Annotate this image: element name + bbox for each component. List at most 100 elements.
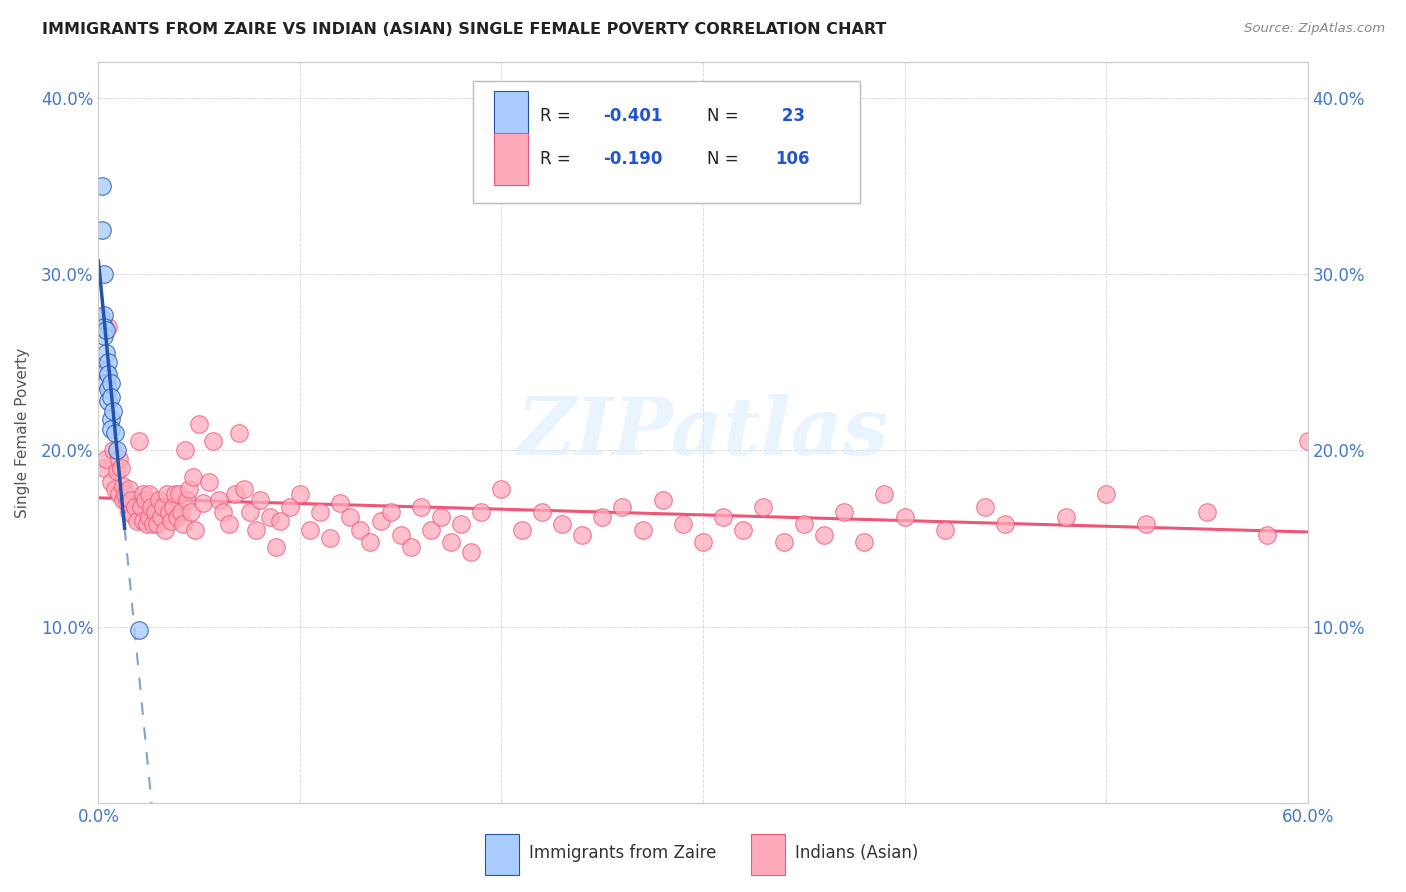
Point xyxy=(692,535,714,549)
Point xyxy=(218,517,240,532)
Point xyxy=(163,487,186,501)
Point xyxy=(430,510,453,524)
Point xyxy=(96,323,118,337)
Point xyxy=(100,390,122,404)
Point xyxy=(100,475,122,489)
Point xyxy=(181,469,204,483)
Point xyxy=(97,393,120,408)
Point xyxy=(100,422,122,436)
Text: 23: 23 xyxy=(776,108,804,126)
Point xyxy=(184,523,207,537)
Point xyxy=(420,523,443,537)
Point xyxy=(176,492,198,507)
Point xyxy=(101,443,124,458)
Point xyxy=(491,482,513,496)
Point xyxy=(111,478,134,492)
Point xyxy=(349,523,371,537)
Point xyxy=(239,505,262,519)
Point xyxy=(232,482,254,496)
Point xyxy=(105,464,128,478)
Point xyxy=(138,487,160,501)
Point xyxy=(139,500,162,514)
Point xyxy=(612,500,634,514)
Point xyxy=(1195,505,1218,519)
Point xyxy=(97,355,120,369)
Point xyxy=(974,500,997,514)
Point xyxy=(380,505,402,519)
Point xyxy=(135,517,157,532)
Point xyxy=(672,517,695,532)
Point xyxy=(409,500,432,514)
Point xyxy=(96,376,118,391)
Text: -0.401: -0.401 xyxy=(603,108,662,126)
Point xyxy=(180,505,202,519)
Point xyxy=(146,517,169,532)
Point xyxy=(93,308,115,322)
Point xyxy=(470,505,492,519)
Point xyxy=(118,482,141,496)
Point xyxy=(91,223,114,237)
Point xyxy=(125,514,148,528)
Point xyxy=(873,487,896,501)
Point xyxy=(934,523,956,537)
Point xyxy=(460,545,482,559)
Text: 106: 106 xyxy=(776,150,810,168)
Point xyxy=(110,461,132,475)
Point xyxy=(132,487,155,501)
Point xyxy=(97,319,120,334)
Point xyxy=(994,517,1017,532)
Point xyxy=(1054,510,1077,524)
Point xyxy=(188,417,211,431)
Point xyxy=(631,523,654,537)
Point xyxy=(107,487,129,501)
Point xyxy=(772,535,794,549)
Point xyxy=(162,500,184,514)
Point xyxy=(370,514,392,528)
Point xyxy=(93,461,115,475)
Point xyxy=(193,496,215,510)
Point xyxy=(1256,528,1278,542)
Point xyxy=(120,492,142,507)
Point xyxy=(93,328,115,343)
Text: N =: N = xyxy=(707,150,744,168)
Point xyxy=(118,505,141,519)
Point xyxy=(319,532,342,546)
Point xyxy=(148,492,170,507)
Point xyxy=(1095,487,1118,501)
Point xyxy=(103,425,125,440)
Point xyxy=(156,487,179,501)
Bar xyxy=(494,133,527,185)
Point xyxy=(103,482,125,496)
Point xyxy=(93,267,115,281)
Point xyxy=(105,443,128,458)
Point xyxy=(128,623,150,637)
FancyBboxPatch shape xyxy=(474,81,860,203)
Point xyxy=(143,505,166,519)
Point xyxy=(172,517,194,532)
Bar xyxy=(751,834,785,875)
Point xyxy=(651,492,673,507)
Point xyxy=(134,492,156,507)
Bar xyxy=(485,834,519,875)
Point xyxy=(121,508,143,523)
Point xyxy=(224,487,246,501)
Point xyxy=(259,510,281,524)
Point xyxy=(93,319,115,334)
Point xyxy=(793,517,815,532)
Point xyxy=(111,492,134,507)
Point xyxy=(132,514,155,528)
Point xyxy=(450,517,472,532)
Point xyxy=(179,482,201,496)
Point xyxy=(212,505,235,519)
Point xyxy=(440,535,463,549)
Point xyxy=(278,500,301,514)
Text: N =: N = xyxy=(707,108,744,126)
Point xyxy=(269,514,291,528)
Text: -0.190: -0.190 xyxy=(603,150,662,168)
Point xyxy=(228,425,250,440)
Point xyxy=(299,523,322,537)
Point xyxy=(510,523,533,537)
Point xyxy=(91,178,114,193)
Point xyxy=(309,505,332,519)
Point xyxy=(101,404,124,418)
